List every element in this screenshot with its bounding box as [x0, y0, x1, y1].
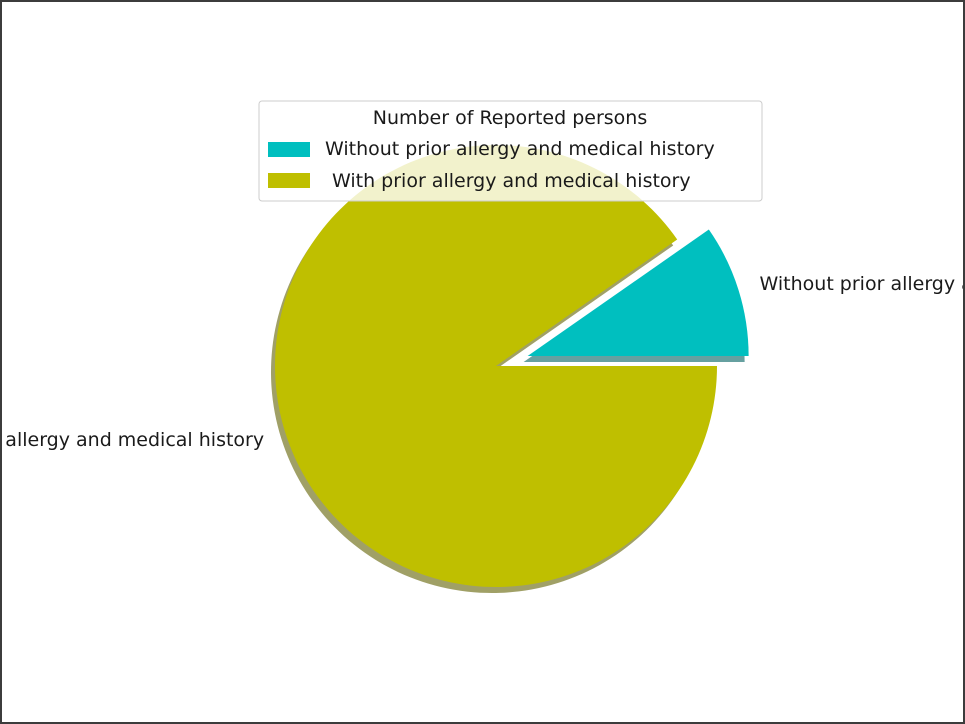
pie-slice-with-prior [275, 145, 717, 588]
slice-label-without-prior: Without prior allergy and medical histor… [760, 273, 963, 295]
pie-slice-without-prior [527, 229, 749, 357]
slice-label-with-prior: With prior allergy and medical history [2, 429, 264, 451]
legend-swatch-without-prior [268, 142, 310, 157]
legend: Number of Reported persons Without prior… [258, 100, 763, 202]
legend-label-with-prior: With prior allergy and medical history [332, 170, 691, 192]
legend-swatch-with-prior [268, 173, 310, 188]
pie-slice-labels: Without prior allergy and medical histor… [2, 273, 963, 451]
legend-label-without-prior: Without prior allergy and medical histor… [325, 138, 715, 160]
legend-title: Number of Reported persons [373, 107, 648, 129]
legend-box [258, 100, 763, 202]
pie-slices [275, 145, 749, 588]
